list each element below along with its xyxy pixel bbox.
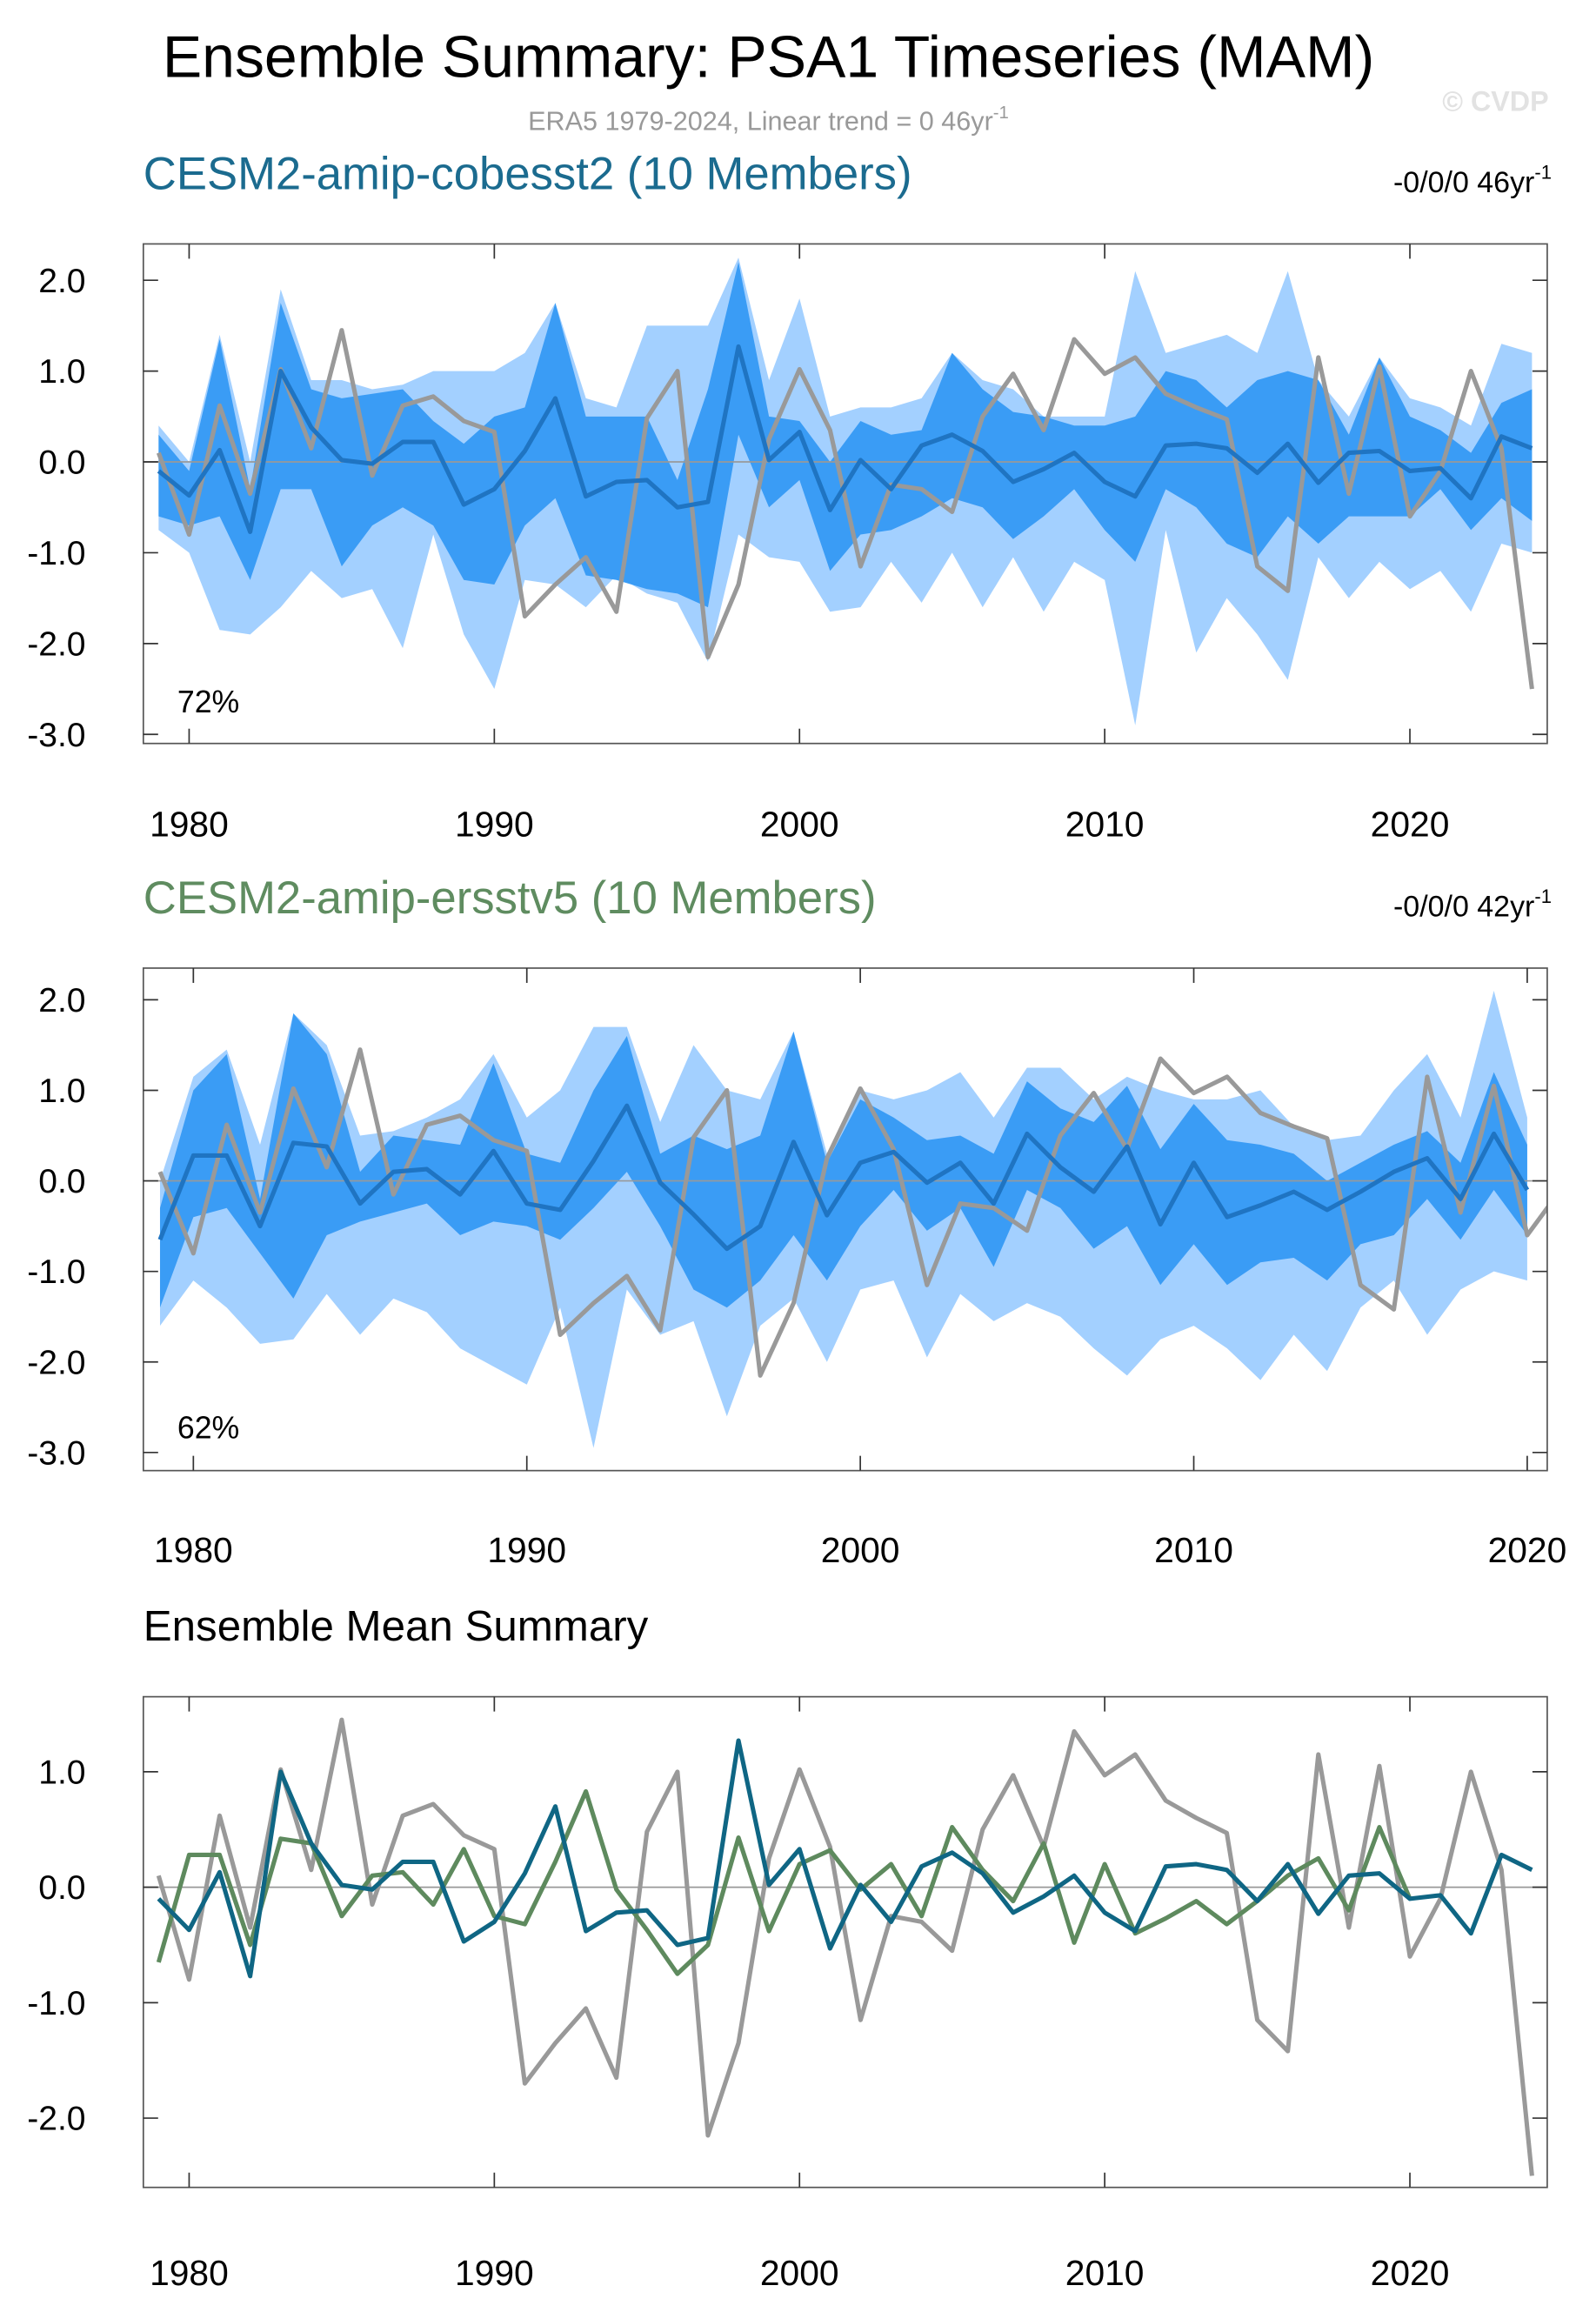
chart-subtitle: ERA5 1979-2024, Linear trend = 0 46yr-1 <box>528 104 1009 137</box>
x-tick-label: 1980 <box>154 1530 233 1570</box>
x-tick-label: 1990 <box>455 805 534 845</box>
panel-title: CESM2-amip-cobesst2 (10 Members) <box>144 149 912 200</box>
y-tick-label: 0.0 <box>38 444 85 482</box>
chart-title: Ensemble Summary: PSA1 Timeseries (MAM) <box>163 23 1374 90</box>
y-tick-label: -2.0 <box>27 2101 85 2138</box>
series-line <box>156 1788 1412 1976</box>
trend-text: -0/0/0 46yr <box>1393 166 1534 199</box>
y-tick-label: -2.0 <box>27 1344 85 1381</box>
subtitle-text: ERA5 1979-2024, Linear trend = 0 46yr <box>528 107 993 137</box>
plot-frame <box>142 243 1548 745</box>
plot-frame <box>142 1695 1548 2189</box>
series-line <box>157 344 1533 534</box>
trend-text: -0/0/0 42yr <box>1393 891 1534 924</box>
y-tick-label: 1.0 <box>38 1073 85 1110</box>
annotation: 72% <box>177 685 239 719</box>
spread-band <box>158 262 1533 608</box>
x-tick-label: 2010 <box>1065 2253 1145 2293</box>
panel-title: CESM2-amip-ersstv5 (10 Members) <box>144 872 877 924</box>
x-tick-label: 1990 <box>455 2253 534 2293</box>
plot-frame <box>142 967 1548 1472</box>
x-tick-label: 2010 <box>1154 1530 1233 1570</box>
trend-superscript: -1 <box>1534 885 1552 907</box>
subtitle-superscript: -1 <box>993 104 1009 123</box>
x-tick-label: 2020 <box>1371 2253 1450 2293</box>
plot-area <box>143 990 1547 1448</box>
series-line <box>157 1738 1533 1979</box>
watermark: © CVDP <box>1442 86 1548 117</box>
y-tick-label: 0.0 <box>38 1869 85 1907</box>
trend-label: -0/0/0 42yr-1 <box>1393 885 1552 923</box>
y-tick-label: 0.0 <box>38 1163 85 1200</box>
y-tick-label: -1.0 <box>27 535 85 572</box>
panel: CESM2-amip-cobesst2 (10 Members) -0/0/0 4… <box>27 149 1552 845</box>
y-tick-label: -3.0 <box>27 1434 85 1472</box>
y-tick-label: -1.0 <box>27 1253 85 1291</box>
panel: CESM2-amip-ersstv5 (10 Members) -0/0/0 42… <box>27 872 1566 1570</box>
x-tick-label: 2000 <box>821 1530 900 1570</box>
plot-area <box>143 1717 1547 2176</box>
x-tick-label: 2000 <box>760 2253 839 2293</box>
trend-superscript: -1 <box>1534 162 1552 184</box>
y-tick-label: 2.0 <box>38 982 85 1019</box>
y-tick-label: -3.0 <box>27 717 85 754</box>
x-tick-label: 2010 <box>1065 805 1145 845</box>
spread-band <box>159 1013 1527 1308</box>
y-tick-label: 2.0 <box>38 263 85 300</box>
y-tick-label: -1.0 <box>27 1985 85 2022</box>
x-tick-label: 1980 <box>150 2253 229 2293</box>
trend-label: -0/0/0 46yr-1 <box>1393 162 1552 199</box>
x-tick-label: 1980 <box>150 805 229 845</box>
series-line <box>157 1047 1547 1378</box>
x-tick-label: 1990 <box>487 1530 566 1570</box>
y-tick-label: 1.0 <box>38 353 85 391</box>
y-tick-label: 1.0 <box>38 1754 85 1791</box>
plot-area <box>143 257 1547 725</box>
series-line <box>156 1717 1534 2176</box>
panel-title: Ensemble Mean Summary <box>144 1602 649 1650</box>
x-tick-label: 2020 <box>1488 1530 1567 1570</box>
panel: Ensemble Mean Summary 1.0 0.0 -1.0 -2.0 1980 1… <box>27 1602 1548 2293</box>
annotation: 62% <box>177 1410 239 1445</box>
x-tick-label: 2000 <box>760 805 839 845</box>
series-line <box>157 1103 1530 1252</box>
y-tick-label: -2.0 <box>27 625 85 663</box>
x-tick-label: 2020 <box>1371 805 1450 845</box>
series-line <box>156 328 1534 690</box>
